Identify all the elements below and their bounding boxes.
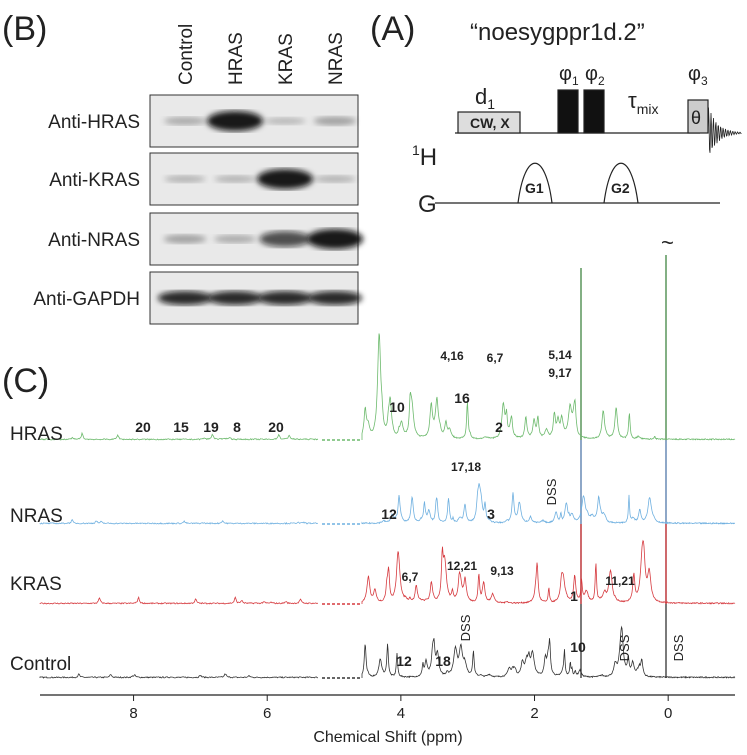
trace-label: NRAS (10, 506, 63, 527)
blot-band (259, 231, 311, 247)
lane-label: NRAS (326, 32, 347, 85)
blot-band (313, 116, 357, 126)
blot-band (257, 169, 313, 189)
peak-label: 6,7 (402, 570, 419, 584)
peak-label: 19 (203, 419, 219, 435)
peak-label: DSS (617, 634, 632, 661)
lane-label: KRAS (276, 33, 297, 85)
blot-band (214, 175, 256, 183)
peak-label: 9,13 (490, 564, 514, 578)
sequence-title: “noesygppr1d.2” (470, 19, 645, 46)
blot-band (257, 291, 313, 305)
peak-label: 9,17 (548, 366, 572, 380)
spectrum-trace (39, 595, 319, 605)
peak-label: 3 (487, 506, 495, 522)
peak-label: 1 (570, 588, 578, 604)
peak-labels: 20 15 19 8 20 10 16 4,16 6,7 2 5,14 9,17… (135, 348, 686, 669)
channel-label: 1H (412, 142, 437, 171)
x-tick-label: 0 (664, 705, 672, 722)
peak-label: 16 (454, 390, 470, 406)
spectrum-trace (361, 333, 736, 441)
channel-label: G (418, 191, 437, 218)
phase-label: φ1 (559, 63, 579, 88)
peak-label: 12 (381, 506, 397, 522)
trace-labels: HRAS NRAS KRAS Control (10, 424, 71, 675)
peak-label: 12,21 (447, 559, 477, 573)
x-tick-label: 2 (530, 705, 538, 722)
spectrum-trace (361, 483, 736, 525)
peak-label: 18 (435, 653, 451, 669)
blot-band (163, 234, 207, 244)
delay-label: d1 (475, 84, 495, 112)
blot-band (307, 291, 363, 305)
theta-label: θ (691, 108, 701, 128)
gradient-label: G1 (525, 180, 544, 196)
peak-label: 8 (233, 419, 241, 435)
x-tick-label: 8 (129, 705, 137, 722)
peak-label: 4,16 (440, 349, 464, 363)
blot-band (163, 116, 207, 126)
trace-label: Control (10, 654, 71, 675)
row-label: Anti-GAPDH (33, 289, 140, 310)
peak-label: 2 (495, 419, 503, 435)
x-axis-label: Chemical Shift (ppm) (313, 729, 462, 746)
mixing-label: τmix (628, 88, 658, 117)
blot-band (314, 175, 356, 183)
gradient-label: G2 (611, 180, 630, 196)
peak-label: 10 (570, 639, 586, 655)
row-label: Anti-NRAS (48, 230, 140, 251)
peak-label: 5,14 (548, 348, 572, 362)
pulse-diagram (435, 89, 742, 204)
lane-label: Control (176, 24, 197, 85)
panel-label: (C) (2, 362, 49, 400)
peak-label: 11,21 (605, 574, 635, 588)
panel-label: (A) (370, 10, 415, 48)
row-label: Anti-KRAS (49, 170, 140, 191)
x-tick-label: 6 (263, 705, 271, 722)
lane-label: HRAS (226, 32, 247, 85)
spectrum-trace (361, 625, 736, 679)
blot-band (157, 291, 213, 305)
blot-band (164, 175, 206, 183)
blot-band (207, 111, 263, 131)
phase-label: φ3 (688, 63, 708, 88)
peak-label: DSS (671, 634, 686, 661)
trace-label: KRAS (10, 574, 62, 595)
cw-label: CW, X (470, 115, 510, 131)
blot-band (307, 229, 363, 249)
spectrum-trace (39, 431, 319, 441)
peak-label: 20 (135, 419, 151, 435)
peak-label: 12 (396, 653, 412, 669)
trace-label: HRAS (10, 424, 63, 445)
blot-band (213, 234, 257, 244)
x-tick-label: 4 (397, 705, 405, 722)
peak-label: 15 (173, 419, 189, 435)
blot-band (264, 117, 306, 125)
panel-label: (B) (2, 10, 47, 48)
blot-band (207, 291, 263, 305)
row-label: Anti-HRAS (48, 112, 140, 133)
phase-label: φ2 (585, 63, 605, 88)
spectrum-trace (361, 539, 736, 605)
spectrum-trace (39, 518, 319, 525)
peak-label: DSS (458, 614, 473, 641)
peak-label: 10 (389, 399, 405, 415)
spectrum-trace (39, 673, 319, 679)
tilde: ~ (661, 230, 674, 255)
peak-label: DSS (544, 478, 559, 505)
peak-label: 6,7 (487, 351, 504, 365)
peak-label: 17,18 (451, 460, 481, 474)
peak-label: 20 (268, 419, 284, 435)
